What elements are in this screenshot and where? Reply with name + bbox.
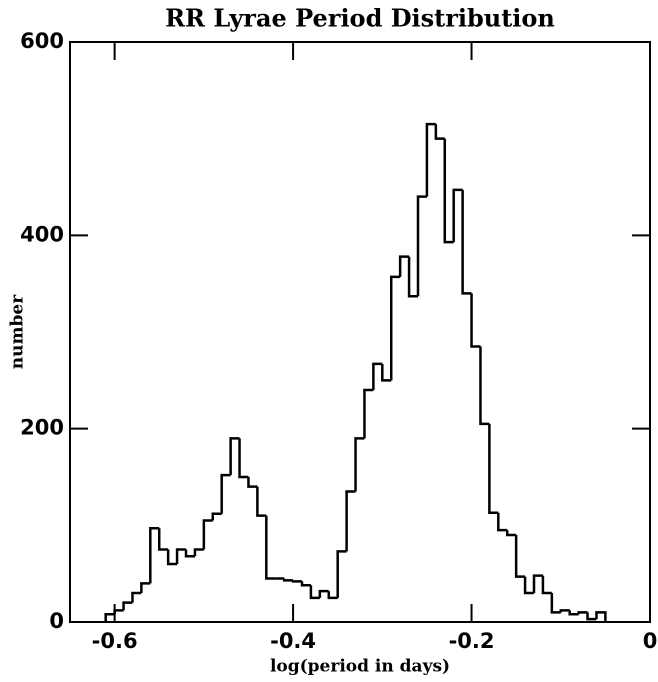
x-axis-label: log(period in days) [270, 657, 450, 677]
histogram-bin [372, 362, 383, 390]
histogram-bin [166, 549, 178, 566]
histogram-bin [443, 138, 454, 244]
histogram-bin [193, 548, 204, 557]
x-tick-label: -0.6 [92, 629, 138, 653]
histogram-bin [398, 255, 410, 277]
histogram-bin [104, 613, 115, 622]
x-tick-label: -0.2 [449, 629, 495, 653]
y-tick-label: 600 [20, 29, 64, 53]
histogram-bin [345, 490, 356, 552]
histogram-bin [470, 293, 481, 348]
histogram-bin [175, 548, 186, 564]
x-tick-label: -0.4 [270, 629, 316, 653]
x-tick-label: 0 [643, 629, 658, 653]
y-tick-label: 200 [20, 416, 64, 440]
histogram-bin [184, 549, 195, 558]
histogram-bin [559, 609, 570, 613]
histogram-bin [407, 256, 418, 298]
y-tick-label: 400 [20, 222, 64, 246]
histogram-bin [505, 530, 517, 537]
histogram-bin [265, 515, 276, 580]
histogram-bin [523, 576, 534, 595]
histogram-bin [327, 591, 338, 600]
histogram-bin [157, 528, 169, 551]
histogram-bin [416, 195, 427, 297]
histogram-bin [238, 438, 249, 479]
histogram-bin [309, 585, 320, 600]
histogram-bin [389, 275, 401, 381]
histogram-bin [149, 526, 160, 584]
histogram-bin [577, 611, 588, 615]
histogram-bin [541, 575, 552, 595]
histogram-bin [229, 437, 240, 476]
histogram-bin [363, 388, 374, 439]
histogram-bin [202, 519, 213, 550]
histogram-bin [318, 589, 329, 598]
histogram-bin [282, 578, 294, 582]
histogram-bin [211, 512, 222, 521]
histogram-bin [434, 124, 445, 140]
histogram-bin [461, 189, 472, 295]
histogram-bin [514, 535, 526, 578]
histogram-bin [497, 512, 508, 532]
histogram-bin [291, 580, 302, 583]
histogram-bin [131, 591, 142, 603]
histogram-bin [122, 601, 133, 611]
histogram-bin [354, 437, 365, 492]
histogram-bin [452, 188, 463, 243]
histogram-bin [256, 486, 267, 517]
histogram-bin [568, 610, 579, 616]
histogram-bin [336, 550, 347, 598]
histogram-bin [488, 423, 499, 515]
histogram-bin [113, 609, 124, 615]
histogram-bin [479, 346, 490, 426]
histogram-bin [300, 581, 311, 587]
histogram-bin [220, 473, 231, 514]
histogram-bin [247, 477, 258, 488]
histogram-bin [595, 611, 607, 622]
plot-frame [69, 41, 651, 623]
histogram-bin [381, 363, 392, 382]
y-axis-label: number [8, 294, 28, 369]
histogram-bin [550, 593, 561, 614]
histogram-bin [425, 122, 436, 197]
chart-title: RR Lyrae Period Distribution [165, 4, 555, 33]
y-tick-label: 0 [49, 609, 64, 633]
histogram-bin [532, 574, 543, 593]
histogram-bin [140, 582, 151, 593]
histogram-bin [586, 612, 597, 621]
